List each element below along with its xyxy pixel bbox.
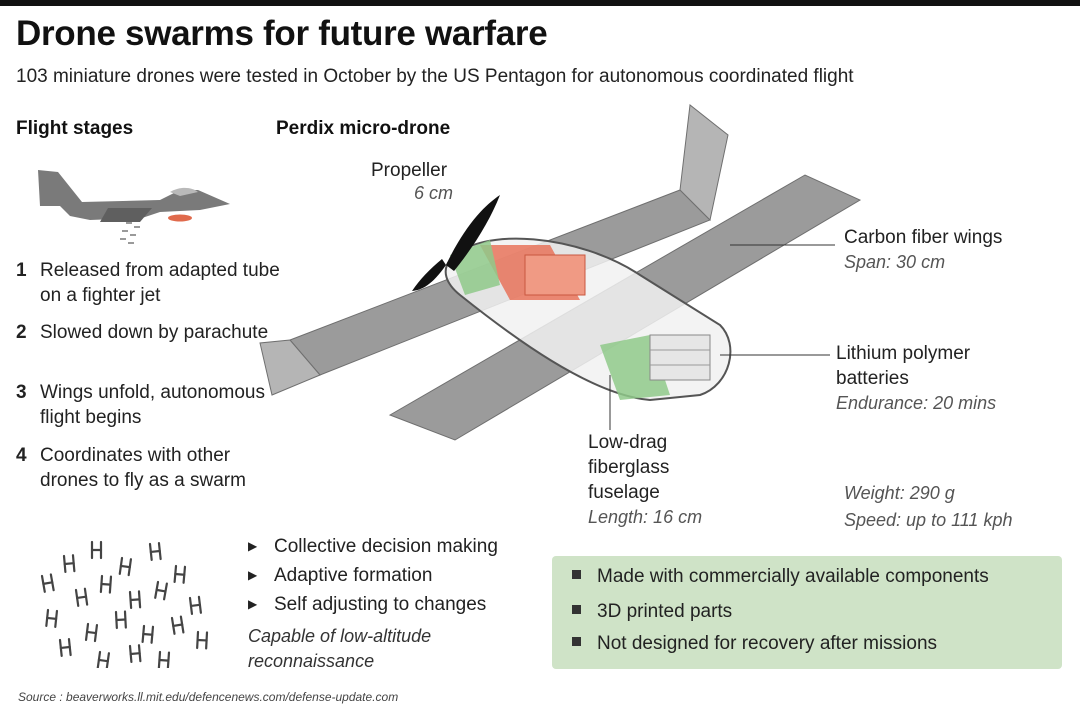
mini-drone-icon xyxy=(96,650,111,668)
stage-number: 1 xyxy=(16,260,27,281)
fuselage-label-line2: fiberglass xyxy=(588,457,670,478)
propeller-spec: 6 cm xyxy=(414,183,454,203)
propeller-label: Propeller xyxy=(371,160,448,181)
feature-item: Made with commercially available compone… xyxy=(572,566,989,588)
drone-swarm-illustration xyxy=(40,540,209,668)
mini-drone-icon xyxy=(170,615,185,635)
batteries-label-line1: Lithium polymer xyxy=(836,343,971,364)
mini-drone-icon xyxy=(157,650,171,668)
features-box: Made with commercially available compone… xyxy=(552,556,1062,669)
capability-item: ▶ Collective decision making xyxy=(248,532,498,561)
page-subtitle: 103 miniature drones were tested in Octo… xyxy=(16,66,854,87)
fuselage-spec: Length: 16 cm xyxy=(588,507,703,527)
triangle-bullet-icon: ▶ xyxy=(248,597,258,611)
reconnaissance-note: Capable of low-altitude reconnaissance xyxy=(248,626,432,671)
stage-number: 4 xyxy=(16,445,27,466)
mini-drone-icon xyxy=(90,540,103,560)
feature-item: Not designed for recovery after missions xyxy=(572,633,937,655)
flight-stages-heading: Flight stages xyxy=(16,118,134,139)
mini-drone-icon xyxy=(173,564,187,584)
top-rule xyxy=(0,0,1080,6)
fighter-jet-illustration xyxy=(38,170,230,244)
mini-drone-icon xyxy=(196,630,209,650)
drone-heading: Perdix micro-drone xyxy=(276,118,451,139)
capability-item: ▶ Adaptive formation xyxy=(248,561,498,590)
battery-pack xyxy=(649,334,711,381)
mini-drone-icon xyxy=(148,541,162,562)
capability-item: ▶ Self adjusting to changes xyxy=(248,590,498,619)
mini-drone-icon xyxy=(58,637,72,658)
stage-text: Slowed down by parachute xyxy=(40,322,269,343)
release-tube-icon xyxy=(168,214,192,222)
mini-drone-icon xyxy=(62,554,76,574)
propeller-blade xyxy=(446,195,500,271)
square-bullet-icon xyxy=(572,570,581,580)
swarm-capabilities-list: ▶ Collective decision making ▶ Adaptive fo… xyxy=(248,532,498,619)
mini-drone-icon xyxy=(40,573,55,593)
weight-spec: Weight: 290 g xyxy=(844,483,955,503)
mini-drone-icon xyxy=(128,590,142,610)
stage-text: Coordinates with other drones to fly as … xyxy=(40,445,246,491)
wings-label: Carbon fiber wings xyxy=(844,227,1003,248)
mini-drone-icon xyxy=(84,622,99,643)
batteries-label-line2: batteries xyxy=(836,368,909,389)
page-title: Drone swarms for future warfare xyxy=(16,14,548,53)
mini-drone-icon xyxy=(128,644,142,664)
mini-drone-icon xyxy=(74,587,89,607)
square-bullet-icon xyxy=(572,605,581,615)
stage-number: 2 xyxy=(16,322,27,343)
mini-drone-icon xyxy=(141,624,155,644)
speed-spec: Speed: up to 111 kph xyxy=(844,510,1013,530)
stage-text: Released from adapted tube on a fighter … xyxy=(40,260,280,306)
feature-item: 3D printed parts xyxy=(572,601,732,623)
mini-drone-icon xyxy=(114,610,127,630)
mini-drone-icon xyxy=(45,608,59,628)
mini-drone-icon xyxy=(188,595,202,615)
source-credit: Source : beaverworks.ll.mit.edu/defencen… xyxy=(18,690,399,704)
fuselage-label-line1: Low-drag xyxy=(588,432,668,453)
mini-drone-icon xyxy=(99,574,113,594)
triangle-bullet-icon: ▶ xyxy=(248,568,258,582)
wings-spec: Span: 30 cm xyxy=(844,252,946,272)
mini-drone-icon xyxy=(118,556,133,577)
batteries-spec: Endurance: 20 mins xyxy=(836,393,997,413)
stage-number: 3 xyxy=(16,382,27,403)
stage-text: Wings unfold, autonomous flight begins xyxy=(40,382,265,428)
fuselage-label-line3: fuselage xyxy=(588,482,660,503)
perdix-drone-illustration xyxy=(259,104,862,441)
triangle-bullet-icon: ▶ xyxy=(248,539,258,553)
mini-drone-icon xyxy=(154,580,168,601)
square-bullet-icon xyxy=(572,637,581,647)
